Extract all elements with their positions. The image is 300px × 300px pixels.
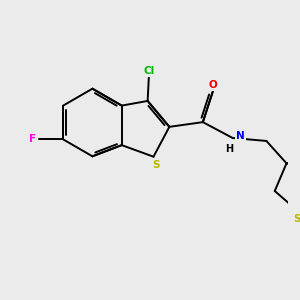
Text: O: O [208,80,217,90]
Text: H: H [225,144,233,154]
Text: F: F [29,134,36,144]
Text: S: S [152,160,160,170]
Text: S: S [294,214,300,224]
Text: N: N [236,131,245,141]
Text: Cl: Cl [143,67,155,76]
